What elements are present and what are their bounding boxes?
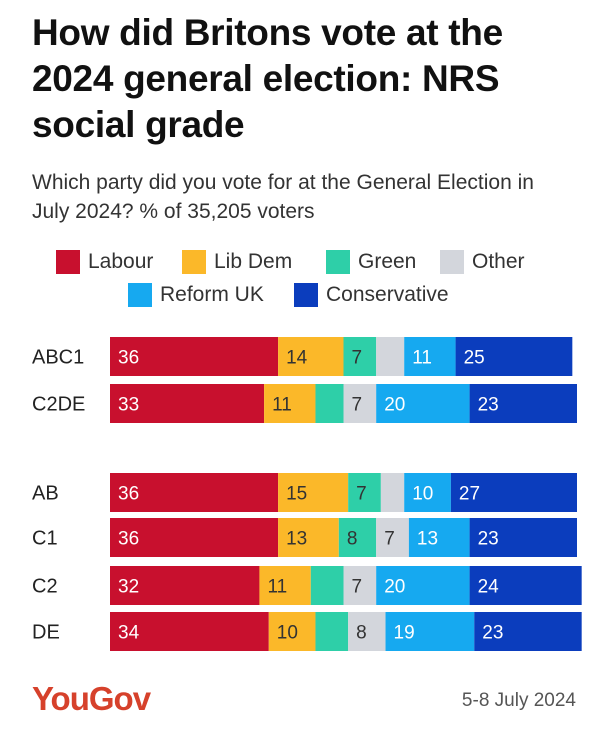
bar-segment-abc1-green xyxy=(343,337,377,376)
bar-segment-ab-conservative xyxy=(450,473,577,512)
category-label-ab: AB xyxy=(32,483,59,505)
data-label-c1-lib-dem: 13 xyxy=(286,529,307,550)
data-label-c1-other: 7 xyxy=(384,529,395,550)
data-label-c2-conservative: 24 xyxy=(478,577,500,598)
data-label-c2-labour: 32 xyxy=(118,577,139,598)
bar-segment-c2de-reform-uk xyxy=(376,384,470,423)
legend-label-lib-dem: Lib Dem xyxy=(214,250,293,273)
bar-segment-c2de-labour xyxy=(110,384,265,423)
bar-segment-abc1-lib-dem xyxy=(278,337,344,376)
data-label-abc1-green: 7 xyxy=(352,348,363,369)
data-label-ab-reform-uk: 10 xyxy=(412,484,433,505)
data-label-c2de-labour: 33 xyxy=(118,395,139,416)
data-label-c1-reform-uk: 13 xyxy=(417,529,438,550)
bar-segment-c2-other xyxy=(343,566,377,605)
bar-segment-ab-lib-dem xyxy=(278,473,349,512)
category-label-de: DE xyxy=(32,622,60,644)
data-label-de-reform-uk: 19 xyxy=(394,623,415,644)
bar-segment-de-lib-dem xyxy=(268,612,316,651)
legend-item-conservative: Conservative xyxy=(294,283,449,307)
legend-label-reform-uk: Reform UK xyxy=(160,283,264,306)
data-label-de-conservative: 23 xyxy=(482,623,503,644)
bar-segment-abc1-conservative xyxy=(455,337,573,376)
bar-segment-ab-other xyxy=(380,473,405,512)
bar-segment-de-labour xyxy=(110,612,269,651)
bar-segment-abc1-labour xyxy=(110,337,279,376)
fieldwork-date: 5-8 July 2024 xyxy=(461,690,576,711)
bar-segment-ab-green xyxy=(348,473,381,512)
category-label-c2: C2 xyxy=(32,576,58,598)
bar-segment-de-other xyxy=(348,612,386,651)
data-label-de-labour: 34 xyxy=(118,623,140,644)
bar-segment-ab-labour xyxy=(110,473,279,512)
bar-segment-c1-reform-uk xyxy=(408,518,470,557)
bar-segment-c2de-lib-dem xyxy=(264,384,316,423)
data-label-c2-lib-dem: 11 xyxy=(267,577,287,598)
yougov-logo: YouGov xyxy=(32,680,151,717)
legend-label-labour: Labour xyxy=(88,250,154,273)
chart-title: How did Britons vote at the 2024 general… xyxy=(32,12,503,145)
legend-label-conservative: Conservative xyxy=(326,283,449,306)
data-label-ab-conservative: 27 xyxy=(459,484,480,505)
data-label-abc1-conservative: 25 xyxy=(464,348,485,369)
data-label-ab-green: 7 xyxy=(356,484,367,505)
legend-swatch-other xyxy=(440,250,464,274)
category-label-abc1: ABC1 xyxy=(32,347,84,369)
data-label-ab-labour: 36 xyxy=(118,484,139,505)
bar-segment-c2de-green xyxy=(315,384,344,423)
bar-segment-de-conservative xyxy=(474,612,582,651)
bar-segment-de-reform-uk xyxy=(385,612,475,651)
data-label-abc1-lib-dem: 14 xyxy=(286,348,308,369)
bar-segment-c1-other xyxy=(376,518,409,557)
legend-item-green: Green xyxy=(326,250,416,274)
data-label-c2de-other: 7 xyxy=(352,395,363,416)
data-label-de-other: 8 xyxy=(356,623,367,644)
legend-item-other: Other xyxy=(440,250,525,274)
bar-segment-abc1-other xyxy=(376,337,405,376)
data-label-c2de-reform-uk: 20 xyxy=(384,395,405,416)
data-label-c2-other: 7 xyxy=(352,577,363,598)
data-label-de-lib-dem: 10 xyxy=(277,623,298,644)
data-label-c2de-lib-dem: 11 xyxy=(272,395,292,416)
legend-item-labour: Labour xyxy=(56,250,153,274)
bar-segment-c2-reform-uk xyxy=(376,566,470,605)
bar-segment-c1-green xyxy=(338,518,377,557)
category-label-c2de: C2DE xyxy=(32,394,85,416)
data-label-ab-lib-dem: 15 xyxy=(286,484,307,505)
legend-swatch-green xyxy=(326,250,350,274)
bar-segment-c2-conservative xyxy=(469,566,582,605)
legend-item-reform-uk: Reform UK xyxy=(128,283,264,307)
chart-subtitle: Which party did you vote for at the Gene… xyxy=(32,171,534,223)
bar-segment-c1-conservative xyxy=(469,518,577,557)
bar-segment-c2-labour xyxy=(110,566,260,605)
category-label-c1: C1 xyxy=(32,528,58,550)
legend-swatch-conservative xyxy=(294,283,318,307)
data-label-c1-labour: 36 xyxy=(118,529,139,550)
bar-segment-ab-reform-uk xyxy=(404,473,451,512)
bar-segment-c1-labour xyxy=(110,518,279,557)
legend-item-lib-dem: Lib Dem xyxy=(182,250,292,274)
legend-swatch-lib-dem xyxy=(182,250,206,274)
data-label-c1-conservative: 23 xyxy=(478,529,499,550)
bar-segment-de-green xyxy=(315,612,349,651)
legend-label-green: Green xyxy=(358,250,417,273)
data-label-c2-reform-uk: 20 xyxy=(384,577,405,598)
bar-segment-c2-green xyxy=(310,566,344,605)
legend-label-other: Other xyxy=(472,250,525,273)
data-label-c2de-conservative: 23 xyxy=(478,395,499,416)
data-label-c1-green: 8 xyxy=(347,529,358,550)
bar-segment-c2de-conservative xyxy=(469,384,577,423)
bar-segment-c1-lib-dem xyxy=(278,518,339,557)
bar-segment-c2-lib-dem xyxy=(259,566,311,605)
bar-segment-abc1-reform-uk xyxy=(404,337,456,376)
data-label-abc1-labour: 36 xyxy=(118,348,139,369)
legend-swatch-reform-uk xyxy=(128,283,152,307)
bar-segment-c2de-other xyxy=(343,384,377,423)
legend-swatch-labour xyxy=(56,250,80,274)
data-label-abc1-reform-uk: 11 xyxy=(412,348,432,369)
